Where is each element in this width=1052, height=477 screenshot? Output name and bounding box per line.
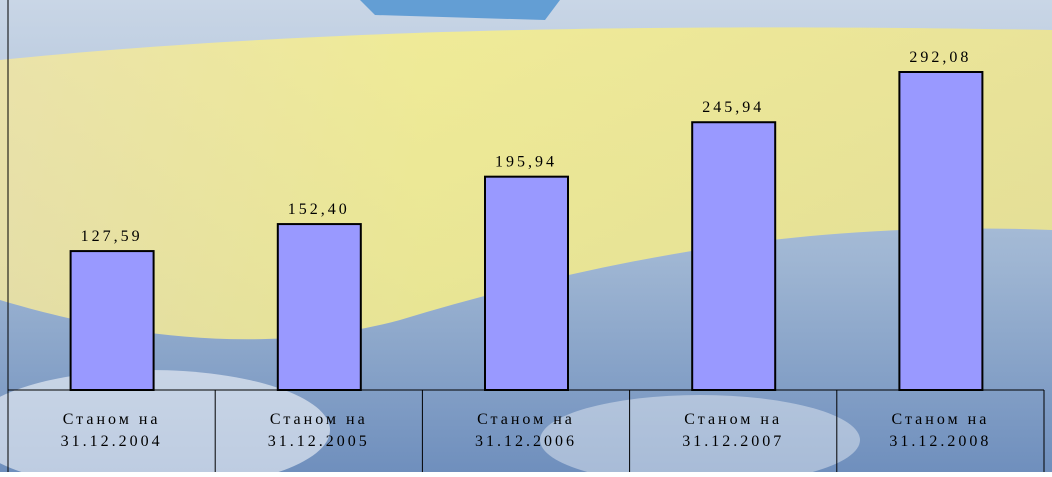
bar bbox=[898, 71, 984, 391]
x-tick-label: Станом на 31.12.2005 bbox=[268, 411, 370, 450]
bar bbox=[691, 121, 777, 392]
x-tick-label: Станом на 31.12.2007 bbox=[682, 411, 784, 450]
flag-blue bbox=[360, 0, 560, 20]
cloud bbox=[0, 370, 330, 477]
x-tick-label: Станом на 31.12.2004 bbox=[61, 411, 163, 450]
bar bbox=[69, 250, 155, 391]
value-label: 195,94 bbox=[495, 154, 557, 171]
value-label: 245,94 bbox=[702, 99, 764, 116]
value-label: 152,40 bbox=[288, 201, 350, 218]
bar bbox=[276, 223, 362, 391]
bar bbox=[484, 175, 569, 391]
value-label: 127,59 bbox=[81, 228, 143, 245]
cloud bbox=[540, 395, 860, 477]
x-tick-label: Станом на 31.12.2008 bbox=[889, 411, 991, 450]
x-tick-label: Станом на 31.12.2006 bbox=[475, 411, 577, 450]
value-label: 292,08 bbox=[909, 49, 971, 66]
